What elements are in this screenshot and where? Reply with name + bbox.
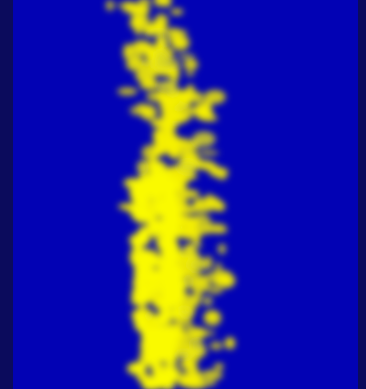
blob <box>186 71 195 76</box>
blob <box>160 118 175 128</box>
blob <box>218 244 226 255</box>
blob <box>170 84 177 97</box>
blob <box>131 286 150 304</box>
blob <box>162 298 171 313</box>
blob <box>152 371 168 388</box>
blob <box>201 370 222 380</box>
page: (() => { JSON.parse(document.getElementB… <box>0 0 366 389</box>
blob <box>129 234 149 246</box>
blob <box>187 84 194 93</box>
blob <box>155 25 167 32</box>
blob <box>171 308 182 319</box>
blob <box>170 67 179 83</box>
blob <box>145 186 155 196</box>
blob <box>146 45 153 51</box>
blob <box>137 161 146 175</box>
blob <box>177 373 193 388</box>
blob <box>135 69 155 82</box>
blob <box>163 190 178 203</box>
blob <box>164 133 175 147</box>
blob <box>165 97 180 107</box>
blob <box>137 249 153 271</box>
blob <box>204 90 226 104</box>
blob <box>145 269 161 279</box>
blob <box>170 9 183 15</box>
blob <box>160 206 171 218</box>
blob <box>198 151 219 156</box>
blob <box>176 351 192 358</box>
blob <box>126 57 144 71</box>
blob <box>195 104 206 120</box>
blob <box>216 262 222 272</box>
blob <box>208 287 223 294</box>
blob <box>184 59 198 70</box>
blob <box>192 131 215 146</box>
blob <box>188 298 199 303</box>
blob <box>209 167 228 177</box>
blob <box>190 174 198 179</box>
blob <box>132 193 144 214</box>
blob <box>133 314 148 326</box>
blob <box>185 366 199 373</box>
blob <box>184 244 195 251</box>
blob <box>127 6 151 13</box>
blob <box>148 55 156 68</box>
image <box>0 0 366 389</box>
blob <box>193 380 216 387</box>
blob <box>214 364 224 370</box>
blob <box>199 275 209 283</box>
blob <box>203 223 227 232</box>
blob <box>210 342 223 350</box>
blob <box>165 348 177 369</box>
blob <box>170 30 187 35</box>
blob <box>133 362 147 374</box>
blob <box>188 258 208 271</box>
blob <box>177 161 197 173</box>
blob <box>181 150 198 161</box>
blob <box>141 105 157 120</box>
blob <box>106 0 114 10</box>
blob <box>117 88 137 96</box>
blob <box>198 331 216 336</box>
blob <box>150 161 167 181</box>
blob <box>215 201 225 211</box>
blob <box>203 296 213 306</box>
blob <box>142 328 159 340</box>
blob <box>204 310 222 326</box>
blob <box>177 54 195 59</box>
blob <box>169 268 183 284</box>
blob <box>130 17 147 30</box>
blob <box>156 35 163 48</box>
blob <box>211 270 230 275</box>
blob <box>211 278 231 286</box>
blob <box>160 227 177 245</box>
blob <box>225 337 235 349</box>
